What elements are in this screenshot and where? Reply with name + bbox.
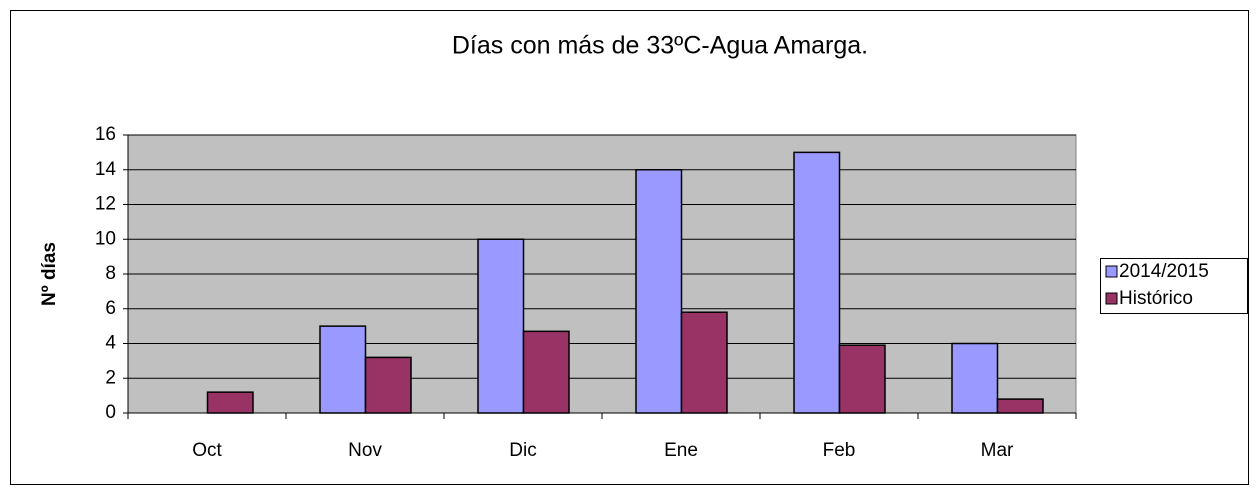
y-tick-label: 12: [95, 194, 116, 215]
bar: [635, 169, 683, 414]
bar: [206, 391, 254, 414]
x-tick-label: Feb: [823, 440, 856, 461]
legend-swatch: [1105, 265, 1118, 278]
x-tick-label: Ene: [664, 440, 698, 461]
y-tick-label: 16: [95, 124, 116, 145]
bar: [680, 311, 728, 414]
bar: [793, 151, 841, 414]
y-tick-label: 6: [105, 298, 116, 319]
bar: [996, 398, 1044, 414]
legend-swatch: [1105, 292, 1118, 305]
y-tick-label: 0: [105, 402, 116, 423]
legend-box: [1100, 258, 1248, 314]
bar: [838, 344, 886, 414]
chart-title: Días con más de 33ºC-Agua Amarga.: [452, 32, 868, 60]
y-tick-label: 14: [95, 159, 117, 180]
bar: [364, 356, 412, 414]
y-tick-label: 2: [105, 367, 116, 388]
x-tick-label: Nov: [348, 440, 382, 461]
x-tick-label: Oct: [192, 440, 222, 461]
y-tick-label: 10: [95, 228, 116, 249]
bar: [477, 238, 525, 414]
y-axis-label: Nº días: [39, 242, 60, 306]
bar: [522, 330, 570, 414]
bar: [319, 325, 367, 414]
legend-label: Histórico: [1119, 288, 1193, 309]
y-tick-label: 8: [105, 263, 116, 284]
legend-label: 2014/2015: [1119, 261, 1209, 282]
y-tick-label: 4: [105, 333, 116, 354]
x-tick-label: Mar: [981, 440, 1014, 461]
x-tick-label: Dic: [509, 440, 536, 461]
bar: [951, 342, 999, 414]
